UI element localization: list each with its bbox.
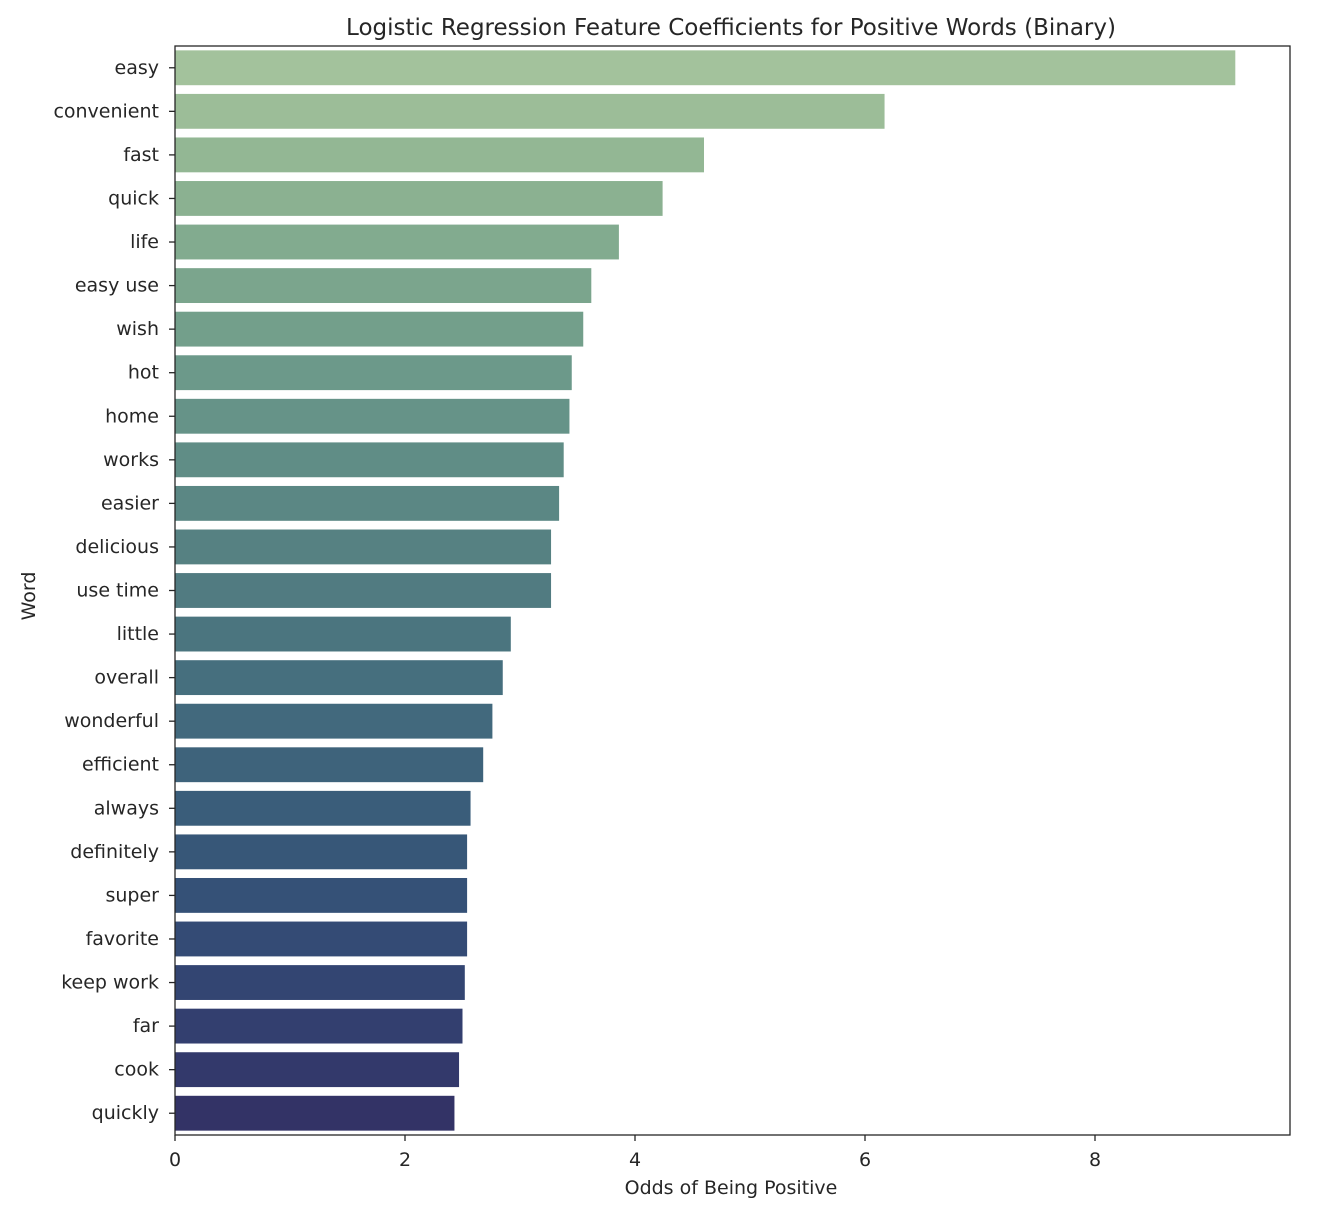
bar-wonderful: [175, 703, 493, 739]
bar-super: [175, 877, 468, 913]
y-axis: easy convenient fast quick life easy use wish h…: [53, 57, 175, 1124]
y-tick-label: easy use: [75, 275, 159, 297]
bar-works: [175, 442, 564, 478]
y-tick-label: works: [103, 449, 159, 471]
bar-always: [175, 790, 471, 826]
x-tick-label: 0: [169, 1149, 181, 1171]
y-tick-label: super: [105, 884, 159, 906]
y-tick-label: life: [130, 231, 159, 253]
bar-easy: [175, 50, 1236, 86]
bar-little: [175, 616, 511, 652]
y-tick-label: keep work: [61, 972, 159, 994]
bar-fast: [175, 137, 704, 173]
y-tick-label: efficient: [82, 754, 159, 776]
bars: [175, 50, 1236, 1131]
y-tick-label: easy: [115, 57, 159, 79]
y-tick-label: always: [94, 797, 159, 819]
bar-definitely: [175, 834, 468, 870]
bar-cook: [175, 1052, 460, 1088]
x-axis: 0 2 4 6 8: [169, 1135, 1101, 1171]
bar-favorite: [175, 921, 468, 957]
bar-convenient: [175, 93, 885, 129]
y-tick-label: convenient: [53, 100, 159, 122]
y-tick-label: home: [105, 405, 159, 427]
y-tick-label: quick: [108, 187, 159, 209]
y-tick-label: favorite: [86, 928, 159, 950]
chart-title: Logistic Regression Feature Coefficients…: [346, 15, 1116, 41]
bar-use-time: [175, 573, 552, 608]
x-tick-label: 4: [629, 1149, 641, 1171]
y-tick-label: cook: [114, 1059, 159, 1081]
y-tick-label: fast: [123, 144, 159, 166]
bar-wish: [175, 311, 584, 347]
y-tick-label: far: [133, 1015, 159, 1037]
bar-quickly: [175, 1095, 455, 1131]
bar-quick: [175, 181, 663, 216]
bar-home: [175, 398, 570, 434]
bar-easy-use: [175, 268, 592, 304]
y-tick-label: delicious: [75, 536, 159, 558]
y-tick-label: little: [117, 623, 159, 645]
y-tick-label: use time: [76, 580, 159, 602]
y-axis-title: Word: [18, 572, 40, 621]
x-tick-label: 2: [399, 1149, 411, 1171]
bar-hot: [175, 355, 572, 391]
bar-life: [175, 224, 619, 260]
y-tick-label: hot: [128, 362, 159, 384]
y-tick-label: quickly: [92, 1102, 159, 1124]
bar-far: [175, 1008, 463, 1044]
bar-delicious: [175, 529, 552, 565]
bar-overall: [175, 660, 503, 696]
y-tick-label: easier: [101, 492, 159, 514]
x-tick-label: 6: [859, 1149, 871, 1171]
y-tick-label: wish: [116, 318, 159, 340]
x-axis-title: Odds of Being Positive: [625, 1177, 838, 1199]
bar-easier: [175, 485, 560, 521]
bar-keep-work: [175, 965, 465, 1000]
bar-efficient: [175, 747, 484, 783]
y-tick-label: definitely: [70, 841, 159, 863]
y-tick-label: wonderful: [64, 710, 159, 732]
x-tick-label: 8: [1089, 1149, 1101, 1171]
y-tick-label: overall: [94, 667, 159, 689]
